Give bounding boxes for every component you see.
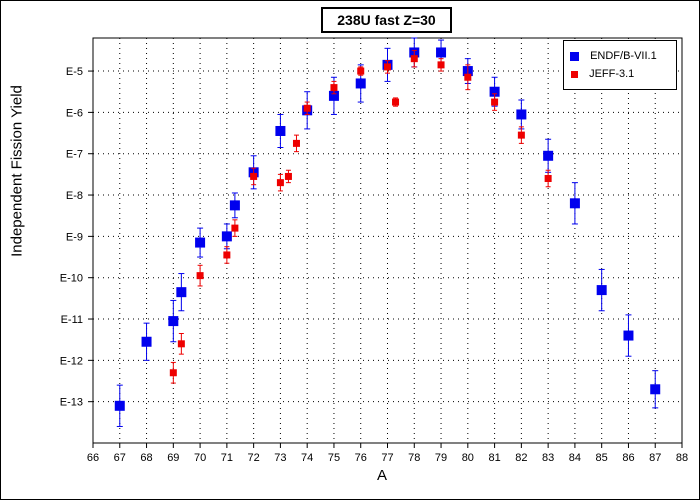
data-point-series-2 (231, 224, 239, 232)
y-tick-label: E-13 (60, 397, 83, 409)
data-point-series-2 (196, 272, 204, 280)
data-point-series-1 (195, 237, 206, 248)
x-tick-label: 87 (649, 452, 661, 464)
data-point-series-1 (436, 47, 447, 58)
data-point-series-1 (650, 384, 661, 395)
plot-border (92, 37, 683, 444)
x-tick-label: 80 (462, 452, 474, 464)
legend-marker-series-2 (571, 70, 578, 78)
data-point-series-1 (328, 90, 339, 101)
x-tick-label: 66 (87, 452, 99, 464)
data-point-series-2 (491, 98, 499, 106)
x-tick-label: 77 (381, 452, 393, 464)
data-point-series-2 (464, 73, 472, 81)
data-point-series-2 (392, 98, 400, 106)
data-point-series-2 (284, 172, 292, 180)
legend-label-series-1: ENDF/B-VII.1 (590, 50, 657, 63)
data-point-series-1 (229, 200, 240, 211)
x-tick-label: 69 (167, 452, 179, 464)
data-point-series-2 (384, 63, 391, 71)
y-axis-label: Independent Fission Yield (8, 85, 26, 257)
x-tick-label: 72 (248, 452, 260, 464)
x-tick-label: 75 (328, 452, 340, 464)
x-tick-label: 84 (569, 452, 581, 464)
data-point-series-1 (543, 150, 554, 161)
chart-title: 238U fast Z=30 (321, 7, 452, 33)
x-tick-label: 74 (301, 452, 313, 464)
data-point-series-1 (168, 316, 179, 327)
legend-item-series-2: JEFF-3.1 (570, 67, 634, 81)
data-point-series-2 (437, 61, 445, 69)
data-point-series-2 (303, 104, 311, 112)
y-tick-label: E-6 (66, 107, 83, 119)
legend: ENDF/B-VII.1 JEFF-3.1 (563, 40, 677, 90)
y-tick-label: E-12 (60, 355, 83, 367)
x-tick-label: 81 (488, 452, 500, 464)
y-tick-label: E-11 (61, 314, 83, 326)
data-point-series-2 (169, 369, 177, 377)
x-tick-label: 73 (274, 452, 286, 464)
y-tick-label: E-8 (66, 190, 83, 202)
data-point-series-2 (177, 340, 185, 348)
x-tick-label: 88 (676, 452, 688, 464)
legend-label-series-2: JEFF-3.1 (589, 68, 635, 81)
y-tick-label: E-5 (66, 66, 83, 78)
x-tick-label: 67 (114, 452, 126, 464)
x-tick-label: 83 (542, 452, 554, 464)
data-point-series-1 (569, 198, 580, 209)
x-tick-label: 79 (435, 452, 447, 464)
data-point-series-2 (544, 175, 552, 183)
x-tick-label: 86 (622, 452, 634, 464)
x-tick-label: 82 (515, 452, 527, 464)
x-tick-label: 76 (355, 452, 367, 464)
data-point-series-2 (292, 139, 300, 147)
x-tick-label: 78 (408, 452, 420, 464)
x-axis-label: A (377, 467, 388, 484)
data-point-series-2 (357, 67, 365, 75)
y-tick-label: E-7 (66, 149, 83, 161)
legend-item-series-1: ENDF/B-VII.1 (570, 49, 657, 63)
data-point-series-1 (141, 336, 152, 347)
data-point-series-1 (489, 86, 500, 97)
data-point-series-1 (114, 400, 125, 411)
data-point-series-1 (596, 285, 607, 296)
data-point-series-1 (176, 287, 187, 298)
x-tick-label: 70 (194, 452, 206, 464)
x-tick-label: 85 (596, 452, 608, 464)
data-point-series-2 (250, 172, 258, 180)
data-point-series-1 (623, 330, 634, 341)
data-point-series-2 (410, 55, 418, 63)
y-tick-label: E-10 (60, 273, 83, 285)
data-point-series-2 (276, 179, 284, 187)
data-point-series-2 (517, 131, 525, 139)
data-point-series-1 (275, 125, 286, 136)
data-point-series-2 (223, 251, 231, 259)
x-tick-label: 68 (140, 452, 152, 464)
legend-marker-series-1 (570, 51, 579, 61)
x-tick-label: 71 (221, 452, 233, 464)
data-point-series-1 (355, 78, 366, 89)
data-point-series-1 (221, 231, 232, 242)
data-point-series-2 (330, 84, 338, 92)
y-tick-label: E-9 (66, 231, 83, 243)
data-point-series-1 (516, 109, 527, 120)
